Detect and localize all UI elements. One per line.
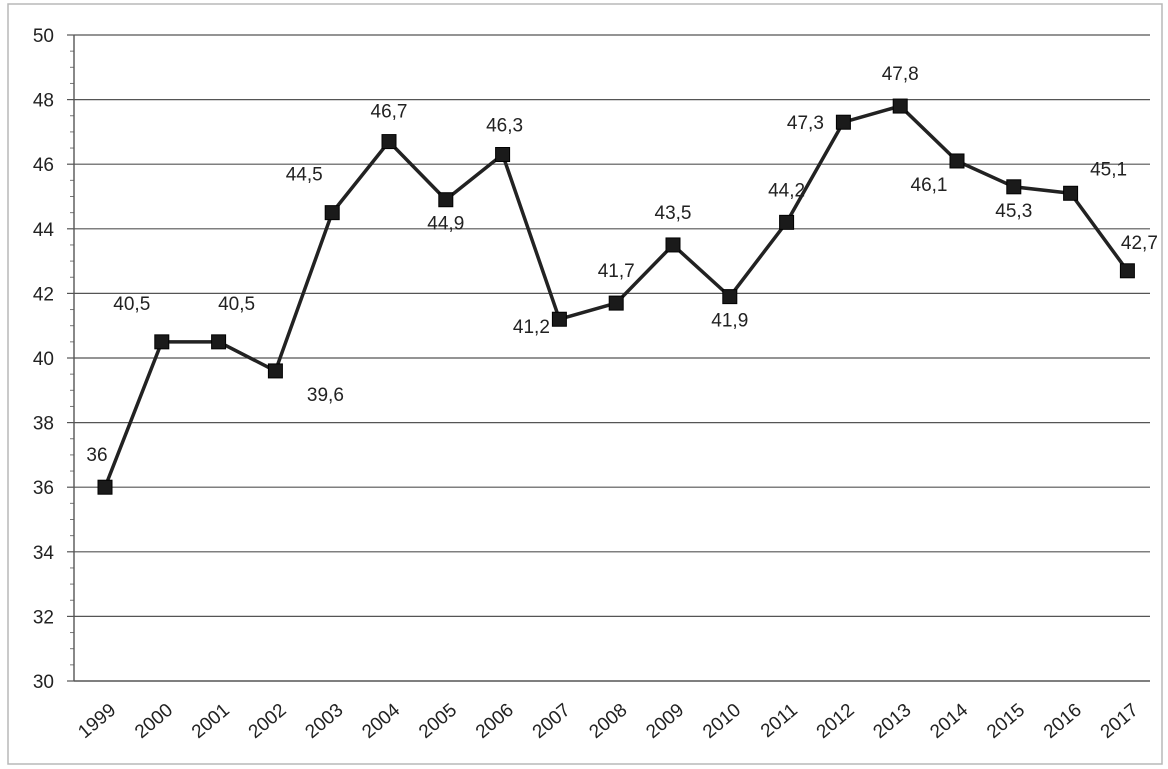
grid-lines xyxy=(74,34,1150,618)
data-label-2012: 47,3 xyxy=(787,113,824,134)
data-label-2013: 47,8 xyxy=(882,64,919,85)
y-tick-label-34: 34 xyxy=(33,543,55,564)
data-label-2008: 41,7 xyxy=(598,261,635,282)
y-tick-label-36: 36 xyxy=(33,478,54,499)
data-label-2001: 40,5 xyxy=(218,294,255,315)
data-label-2002: 39,6 xyxy=(307,385,344,406)
y-tick-label-40: 40 xyxy=(33,349,54,370)
data-point-2015 xyxy=(1006,179,1022,195)
data-point-2002 xyxy=(267,363,283,379)
data-point-2013 xyxy=(892,98,908,114)
data-label-2015: 45,3 xyxy=(995,201,1032,222)
data-point-2014 xyxy=(949,153,965,169)
data-point-2009 xyxy=(665,237,681,253)
data-point-2003 xyxy=(324,205,340,221)
data-label-2009: 43,5 xyxy=(655,203,692,224)
y-tick-label-46: 46 xyxy=(33,155,54,176)
data-label-2014: 46,1 xyxy=(911,175,948,196)
data-label-2003: 44,5 xyxy=(286,165,323,186)
y-tick-label-32: 32 xyxy=(33,607,54,628)
data-labels: 36 40,5 40,5 39,6 44,5 46,7 44,9 46,3 41,2 41,7 43… xyxy=(86,64,1157,466)
data-point-2004 xyxy=(381,134,397,150)
data-label-2004: 46,7 xyxy=(371,102,408,123)
data-point-2006 xyxy=(495,147,511,163)
data-markers xyxy=(97,98,1135,495)
data-point-2000 xyxy=(154,334,170,350)
y-tick-label-38: 38 xyxy=(33,414,54,435)
axes xyxy=(67,34,1150,682)
data-point-2007 xyxy=(551,311,567,327)
data-label-2006: 46,3 xyxy=(486,116,523,137)
data-label-2016: 45,1 xyxy=(1090,159,1127,180)
data-label-2005: 44,9 xyxy=(427,214,464,235)
y-tick-label-42: 42 xyxy=(33,284,54,305)
data-point-2001 xyxy=(211,334,227,350)
data-label-2007: 41,2 xyxy=(513,317,550,338)
y-tick-label-44: 44 xyxy=(33,220,55,241)
data-label-2011: 44,2 xyxy=(768,180,805,201)
y-tick-labels: 30 32 34 36 38 40 42 44 46 48 50 xyxy=(33,26,55,693)
data-point-2008 xyxy=(608,295,624,311)
y-tick-label-30: 30 xyxy=(33,672,54,693)
data-point-2010 xyxy=(722,289,738,305)
data-point-2011 xyxy=(779,214,795,230)
data-label-1999: 36 xyxy=(86,445,107,466)
data-label-2017: 42,7 xyxy=(1121,233,1158,254)
data-point-1999 xyxy=(97,479,113,495)
data-label-2010: 41,9 xyxy=(711,311,748,332)
data-label-2000: 40,5 xyxy=(113,294,150,315)
data-point-2017 xyxy=(1119,263,1135,279)
y-tick-label-48: 48 xyxy=(33,91,54,112)
data-point-2016 xyxy=(1063,185,1079,201)
y-tick-label-50: 50 xyxy=(33,26,54,47)
data-point-2005 xyxy=(438,192,454,208)
data-point-2012 xyxy=(835,114,851,130)
chart-border xyxy=(7,3,1163,765)
